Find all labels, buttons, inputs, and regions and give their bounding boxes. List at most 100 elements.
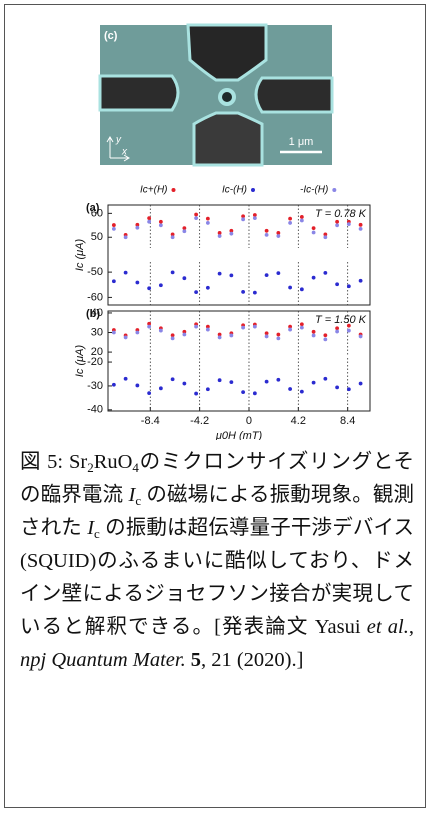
data-point [218,234,222,238]
page: 1 μm (c) y x 5060(a)T = 0.78 KIc (μA)-60… [0,0,432,816]
annotation: T = 0.78 K [315,208,367,220]
data-point [265,233,269,237]
y-axis-label: Ic (μA) [74,345,86,378]
annotation: T = 1.50 K [315,314,367,326]
data-point [300,390,304,394]
data-point [265,229,269,233]
data-point [335,326,339,330]
data-point [124,271,128,275]
data-point [147,220,151,224]
data-point [135,384,139,388]
data-point [335,385,339,389]
caption-italic: et al. [367,616,409,638]
y-tick-label: -20 [87,356,103,368]
x-tick-label: -8.4 [141,415,160,427]
data-point [288,217,292,221]
plot-frame [108,205,370,305]
axis-label: x [121,147,128,158]
data-point [147,391,151,395]
legend-label: -Ic-(H) [300,185,328,196]
data-point [112,223,116,227]
data-point [194,325,198,329]
data-point [206,217,210,221]
data-point [206,387,210,391]
data-point [229,334,233,338]
y-tick-label: -40 [87,404,103,416]
axis-label: y [115,135,122,146]
panel-label: (b) [86,308,100,320]
data-point [312,226,316,230]
data-point [359,227,363,231]
data-point [300,326,304,330]
data-point [124,235,128,239]
data-point [194,392,198,396]
caption-volume: 5 [191,649,201,671]
data-point [347,222,351,226]
electrode [194,113,262,165]
data-point [194,290,198,294]
data-point [359,335,363,339]
data-point [206,221,210,225]
data-point [312,276,316,280]
data-point [347,329,351,333]
data-point [182,229,186,233]
data-point [112,331,116,335]
data-point [323,271,327,275]
data-point [323,333,327,337]
electrode [100,76,178,110]
data-point [359,382,363,386]
data-point [135,226,139,230]
data-point [323,377,327,381]
data-point [312,334,316,338]
data-point [359,223,363,227]
data-point [159,223,163,227]
data-point [335,223,339,227]
panel-label: (a) [86,202,100,214]
ring-hole [222,92,232,102]
data-point [276,336,280,340]
data-point [347,284,351,288]
data-point [171,235,175,239]
data-point [241,217,245,221]
data-point [171,270,175,274]
plot-frame [108,311,370,411]
legend-swatch [332,188,336,192]
y-tick-label: -50 [87,266,103,278]
y-tick-label: 30 [91,326,103,338]
data-point [312,231,316,235]
data-point [229,380,233,384]
data-point [182,276,186,280]
data-point [300,215,304,219]
data-point [253,391,257,395]
data-point [124,377,128,381]
y-tick-label: -30 [87,380,103,392]
y-tick-label: 50 [91,231,103,243]
data-point [265,335,269,339]
data-point [288,328,292,332]
data-point [147,286,151,290]
legend-label: Ic-(H) [222,185,247,196]
data-point [112,279,116,283]
legend-swatch [251,188,255,192]
data-point [241,326,245,330]
data-point [124,336,128,340]
data-point [312,381,316,385]
data-point [288,286,292,290]
data-point [323,235,327,239]
data-point [147,216,151,220]
caption-text: , 21 (2020).] [201,649,303,671]
data-point [253,291,257,295]
y-axis-label: Ic (μA) [74,239,86,272]
data-point [194,213,198,217]
caption-text: RuO [94,451,133,473]
x-tick-label: -4.2 [190,415,209,427]
data-point [241,290,245,294]
data-point [276,271,280,275]
data-point [335,282,339,286]
caption-text: 図 5: Sr [20,451,87,473]
micrograph: 1 μm (c) y x [100,25,332,165]
legend-swatch [172,188,176,192]
legend-label: Ic+(H) [140,185,168,196]
data-point [218,272,222,276]
